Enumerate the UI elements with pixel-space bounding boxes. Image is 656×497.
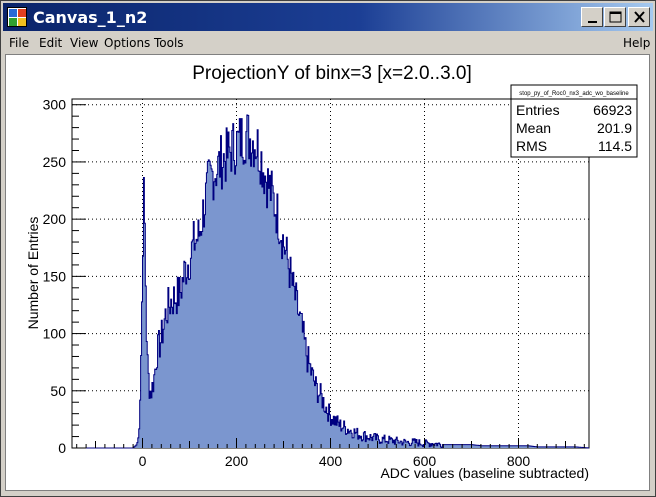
y-tick-label: 50 bbox=[50, 383, 66, 399]
menu-edit[interactable]: Edit bbox=[39, 36, 63, 50]
menu-view[interactable]: View bbox=[70, 36, 99, 50]
stats-mean-label: Mean bbox=[516, 120, 551, 136]
menu-file[interactable]: File bbox=[9, 36, 30, 50]
stats-box-frame bbox=[510, 84, 638, 158]
x-tick-label: 600 bbox=[413, 453, 437, 469]
x-tick-label: 400 bbox=[319, 453, 343, 469]
stats-mean-value: 201.9 bbox=[597, 120, 632, 136]
maximize-icon bbox=[609, 11, 622, 23]
menu-options[interactable]: Options bbox=[104, 36, 151, 50]
minimize-icon bbox=[588, 21, 597, 23]
histogram-plot: ProjectionY of binx=3 [x=2.0..3.0] 0 200 4… bbox=[25, 63, 638, 481]
close-icon bbox=[634, 11, 645, 23]
x-tick-label: 0 bbox=[139, 453, 147, 469]
stats-rms-label: RMS bbox=[516, 138, 547, 154]
maximize-button[interactable] bbox=[604, 7, 626, 27]
y-tick-label: 250 bbox=[43, 154, 67, 170]
chart-title: ProjectionY of binx=3 [x=2.0..3.0] bbox=[192, 63, 472, 84]
y-tick-label: 0 bbox=[58, 440, 66, 456]
y-tick-label: 100 bbox=[43, 326, 67, 342]
stats-name: stop_py_of_Roc0_nx3_adc_wo_baseline bbox=[519, 91, 629, 97]
histogram-outline bbox=[72, 114, 589, 449]
histogram-fill bbox=[72, 115, 589, 448]
stats-rms-value: 114.5 bbox=[598, 138, 632, 154]
y-tick-label: 300 bbox=[43, 97, 67, 113]
menu-help[interactable]: Help bbox=[623, 36, 651, 50]
plot-canvas[interactable]: ProjectionY of binx=3 [x=2.0..3.0] 0 200 4… bbox=[5, 54, 650, 491]
minimize-button[interactable] bbox=[581, 7, 603, 27]
stats-entries-value: 66923 bbox=[593, 102, 632, 118]
window-title: Canvas_1_n2 bbox=[33, 8, 148, 27]
y-axis-label: Number of Entries bbox=[25, 217, 41, 330]
y-tick-label: 150 bbox=[43, 268, 67, 284]
menu-tools[interactable]: Tools bbox=[154, 36, 184, 50]
axes: 0 200 400 600 800 0 50 100 150 200 250 300 bbox=[43, 97, 585, 469]
stats-entries-label: Entries bbox=[516, 102, 560, 118]
menu-bar: File Edit View Options Tools Help bbox=[3, 32, 653, 54]
x-tick-label: 200 bbox=[225, 453, 249, 469]
title-bar[interactable]: Canvas_1_n2 bbox=[3, 3, 653, 31]
x-axis-label: ADC values (baseline subtracted) bbox=[380, 465, 589, 481]
stats-box[interactable]: stop_py_of_Roc0_nx3_adc_wo_baseline Entr… bbox=[510, 84, 638, 158]
close-button[interactable] bbox=[628, 7, 650, 27]
x-tick-label: 800 bbox=[507, 453, 531, 469]
y-tick-label: 200 bbox=[43, 211, 67, 227]
root-canvas-icon[interactable] bbox=[7, 7, 27, 27]
